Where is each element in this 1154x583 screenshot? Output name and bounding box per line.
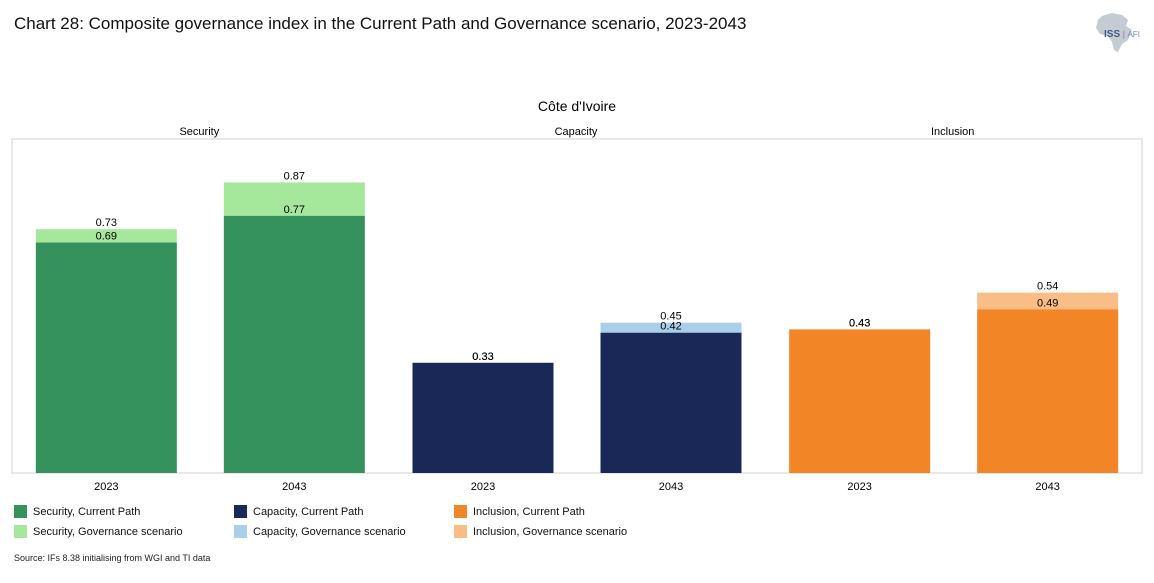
legend-item: Security, Governance scenario bbox=[14, 525, 183, 538]
legend-label: Capacity, Governance scenario bbox=[253, 525, 406, 538]
legend-item: Capacity, Current Path bbox=[234, 505, 363, 518]
iss-afi-logo-text: ISS | AFI bbox=[1104, 29, 1140, 40]
legend-swatch bbox=[454, 505, 467, 518]
group-label-inclusion: Inclusion bbox=[931, 126, 974, 138]
data-label-scenario-inclusion-2023: 0.43 bbox=[849, 317, 870, 329]
bar-scenario-security-2023 bbox=[35, 229, 177, 243]
bar-chart: Côte d'Ivoire Security 0.73 0.69 2023 0.87 0.7… bbox=[11, 98, 1143, 493]
legend-label: Capacity, Current Path bbox=[253, 505, 364, 518]
data-label-current-inclusion-2023: 0.43 bbox=[849, 317, 870, 329]
legend-item: Inclusion, Current Path bbox=[454, 505, 585, 518]
chart-title: Chart 28: Composite governance index in … bbox=[14, 14, 747, 33]
plot-area-frame bbox=[11, 138, 1143, 474]
legend-item: Security, Current Path bbox=[14, 505, 140, 518]
chart-legend: Security, Current Path Security, Governan… bbox=[14, 505, 714, 547]
chart-subtitle: Côte d'Ivoire bbox=[538, 98, 616, 114]
legend-swatch bbox=[234, 505, 247, 518]
x-tick-label-inclusion-2043: 2043 bbox=[1035, 481, 1059, 493]
bar-current-security-2023 bbox=[35, 242, 177, 473]
data-label-current-security-2023: 0.69 bbox=[96, 231, 117, 243]
bar-scenario-security-2043 bbox=[223, 182, 365, 216]
data-label-scenario-inclusion-2043: 0.54 bbox=[1037, 281, 1058, 293]
data-label-scenario-security-2023: 0.73 bbox=[96, 217, 117, 229]
data-label-current-capacity-2023: 0.33 bbox=[472, 351, 493, 363]
x-tick-label-security-2043: 2043 bbox=[282, 481, 306, 493]
x-tick-label-capacity-2043: 2043 bbox=[659, 481, 683, 493]
bar-current-capacity-2043 bbox=[600, 332, 742, 473]
legend-label: Inclusion, Governance scenario bbox=[473, 525, 628, 538]
logo-iss-text: ISS bbox=[1104, 29, 1121, 40]
legend-swatch bbox=[234, 525, 247, 538]
data-label-scenario-security-2043: 0.87 bbox=[284, 170, 305, 182]
group-label-capacity: Capacity bbox=[555, 126, 598, 138]
bar-current-inclusion-2023 bbox=[789, 329, 931, 473]
data-label-current-inclusion-2043: 0.49 bbox=[1037, 297, 1058, 309]
group-label-security: Security bbox=[179, 126, 219, 138]
data-label-scenario-capacity-2043: 0.45 bbox=[660, 311, 681, 323]
legend-label: Security, Governance scenario bbox=[33, 525, 183, 538]
bar-current-capacity-2023 bbox=[412, 362, 554, 473]
x-tick-label-security-2023: 2023 bbox=[94, 481, 118, 493]
data-label-current-capacity-2043: 0.42 bbox=[660, 321, 681, 333]
legend-label: Security, Current Path bbox=[33, 505, 141, 518]
data-label-scenario-capacity-2023: 0.33 bbox=[472, 351, 493, 363]
bar-current-security-2043 bbox=[223, 215, 365, 473]
legend-label: Inclusion, Current Path bbox=[473, 505, 585, 518]
legend-item: Inclusion, Governance scenario bbox=[454, 525, 627, 538]
logo-afi-text: AFI bbox=[1127, 30, 1140, 39]
bar-scenario-capacity-2043 bbox=[600, 322, 742, 333]
legend-swatch bbox=[454, 525, 467, 538]
legend-swatch bbox=[14, 525, 27, 538]
bar-scenario-inclusion-2043 bbox=[977, 292, 1119, 310]
x-tick-label-capacity-2023: 2023 bbox=[471, 481, 495, 493]
source-note: Source: IFs 8.38 initialising from WGI a… bbox=[14, 553, 211, 563]
data-label-current-security-2043: 0.77 bbox=[284, 204, 305, 216]
legend-swatch bbox=[14, 505, 27, 518]
x-tick-label-inclusion-2023: 2023 bbox=[847, 481, 871, 493]
legend-item: Capacity, Governance scenario bbox=[234, 525, 406, 538]
bar-current-inclusion-2043 bbox=[977, 309, 1119, 473]
africa-map-logo-icon bbox=[1096, 13, 1132, 52]
